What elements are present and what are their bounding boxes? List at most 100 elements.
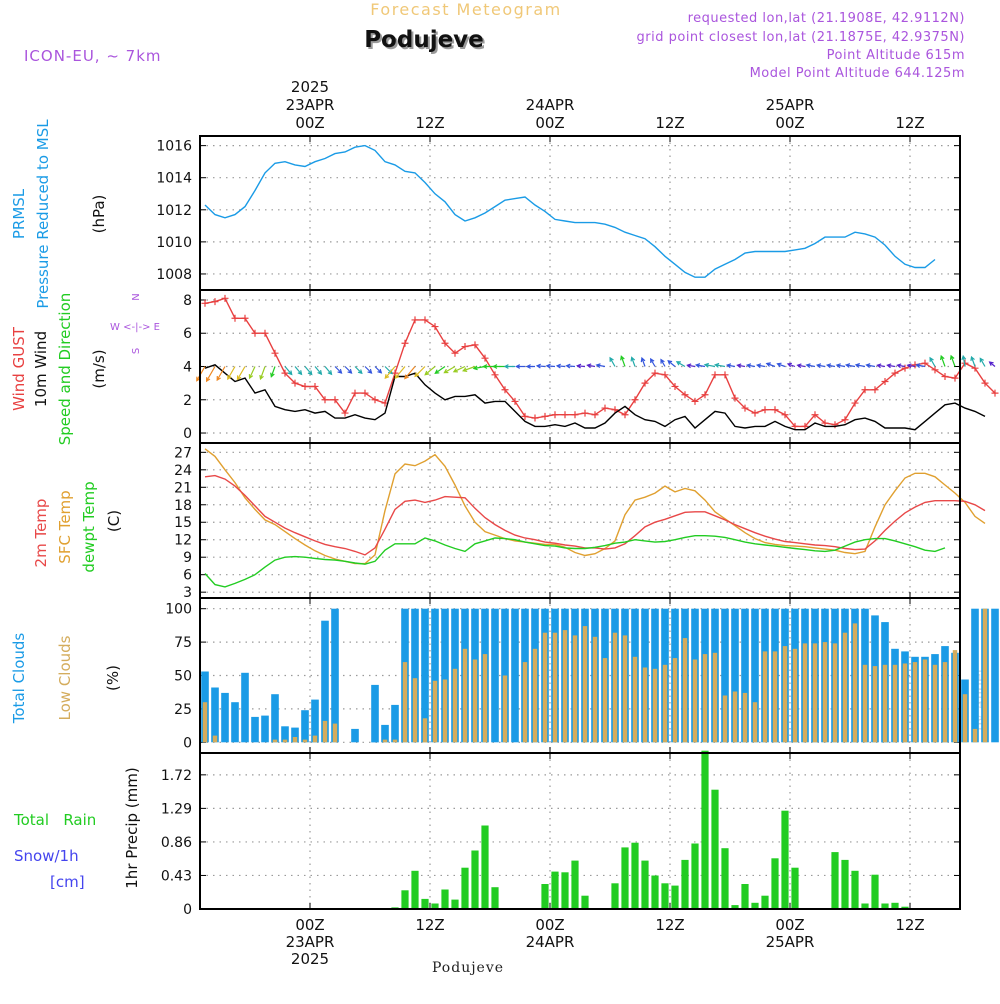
wind-direction-arrow — [725, 363, 736, 369]
total-clouds-bar — [751, 608, 759, 743]
rain-bar — [761, 895, 769, 909]
gust-marker — [341, 409, 349, 417]
y-tick-label: 12 — [174, 533, 192, 549]
low-clouds-bar — [872, 666, 878, 743]
low-clouds-bar — [762, 651, 768, 743]
low-clouds-bar — [402, 662, 408, 743]
gust-marker — [211, 298, 219, 306]
wind-direction-arrow — [961, 354, 967, 367]
bottom-time-label: 12Z — [655, 916, 684, 934]
wind-direction-arrow — [503, 364, 515, 369]
rain-bar — [441, 889, 449, 909]
low-clouds-bar — [652, 668, 658, 743]
rain-bar — [771, 858, 779, 909]
wind-direction-arrow — [424, 366, 436, 376]
rain-bar — [891, 902, 899, 909]
wind-direction-arrow — [660, 358, 666, 367]
precip-axis-label: 1hr Precip (mm) — [123, 767, 141, 888]
gust-marker — [851, 399, 859, 407]
rain-bar — [431, 903, 439, 909]
wind-direction-arrow — [970, 355, 976, 367]
rain-bar — [541, 884, 549, 909]
gust-marker — [871, 386, 879, 394]
wind-direction-arrow — [736, 363, 746, 369]
gust-marker — [631, 396, 639, 404]
total-clouds-bar — [311, 699, 319, 743]
wind-direction-arrow — [394, 366, 406, 380]
wind-dir-label: Speed and Direction — [56, 293, 74, 446]
gust-label: Wind GUST — [10, 326, 28, 411]
gust-marker — [901, 364, 909, 372]
gust-marker — [571, 411, 579, 419]
low-clouds-bar — [212, 735, 218, 743]
wind-direction-arrow — [886, 363, 896, 369]
total-clouds-bar — [321, 620, 329, 743]
wind-direction-arrow — [776, 362, 786, 368]
gust-marker — [821, 419, 829, 427]
y-tick-label: 1012 — [156, 203, 192, 219]
gust-marker — [591, 411, 599, 419]
prmsl-unit: (hPa) — [90, 195, 108, 234]
low-clouds-bar — [522, 662, 528, 743]
gust-marker — [261, 329, 269, 337]
wind-direction-arrow — [294, 366, 303, 376]
low-clouds-bar — [332, 723, 338, 743]
low-clouds-bar — [502, 675, 508, 743]
gust-marker — [941, 372, 949, 380]
panel-border — [199, 752, 961, 910]
total-clouds-bar — [391, 704, 399, 743]
y-tick-label: 6 — [183, 568, 192, 584]
gust-marker — [221, 294, 229, 302]
total-clouds-bar — [491, 608, 499, 743]
gust-marker — [951, 374, 959, 382]
low-clouds-bar — [882, 664, 888, 743]
low-clouds-bar — [842, 632, 848, 743]
low-clouds-bar — [572, 635, 578, 743]
y-tick-label: 1014 — [156, 171, 192, 187]
low-clouds-bar — [712, 652, 718, 743]
total-rain-label: Total Rain — [13, 811, 96, 829]
low-clouds-bar — [322, 720, 328, 743]
gust-marker — [721, 371, 729, 379]
wind-direction-arrow — [906, 363, 916, 369]
wind-direction-arrow — [344, 366, 353, 374]
supertitle: Forecast Meteogram — [370, 0, 561, 19]
y-tick-label: 8 — [183, 293, 192, 309]
wind-direction-arrow — [374, 366, 383, 374]
total-clouds-bar — [221, 692, 229, 743]
wind-direction-arrow — [854, 363, 866, 368]
gust-marker — [441, 339, 449, 347]
wind-direction-arrow — [865, 363, 876, 368]
low-clouds-bar — [982, 608, 988, 743]
low-clouds-bar — [532, 648, 538, 743]
gust-marker — [391, 369, 399, 377]
gust-marker — [921, 359, 929, 367]
y-tick-label: 50 — [174, 669, 192, 685]
sfc-temp-line — [204, 448, 986, 565]
wind-direction-arrow — [216, 366, 226, 382]
rain-bar — [661, 883, 669, 909]
top-time-label: 2025 — [291, 78, 329, 96]
low-clouds-bar — [782, 646, 788, 743]
low-clouds-bar — [432, 680, 438, 743]
gust-marker — [891, 369, 899, 377]
gust-marker — [251, 329, 259, 337]
wind-direction-arrow — [915, 363, 926, 368]
wind-direction-arrow — [929, 356, 936, 367]
rain-bar — [871, 874, 879, 909]
gust-marker — [731, 394, 739, 402]
wind-direction-arrow — [384, 366, 393, 375]
wind-direction-arrow — [765, 362, 776, 368]
y-tick-label: 2 — [183, 393, 192, 409]
low-clouds-bar — [392, 739, 398, 743]
gust-marker — [241, 314, 249, 322]
gust-marker — [761, 406, 769, 414]
low-clouds-bar — [292, 737, 298, 743]
rain-bar — [851, 870, 859, 909]
wind-direction-arrow — [354, 366, 363, 375]
gust-marker — [861, 386, 869, 394]
wind-direction-arrow — [988, 361, 996, 367]
total-clouds-bar — [381, 724, 389, 743]
clouds-unit: (%) — [104, 665, 122, 691]
